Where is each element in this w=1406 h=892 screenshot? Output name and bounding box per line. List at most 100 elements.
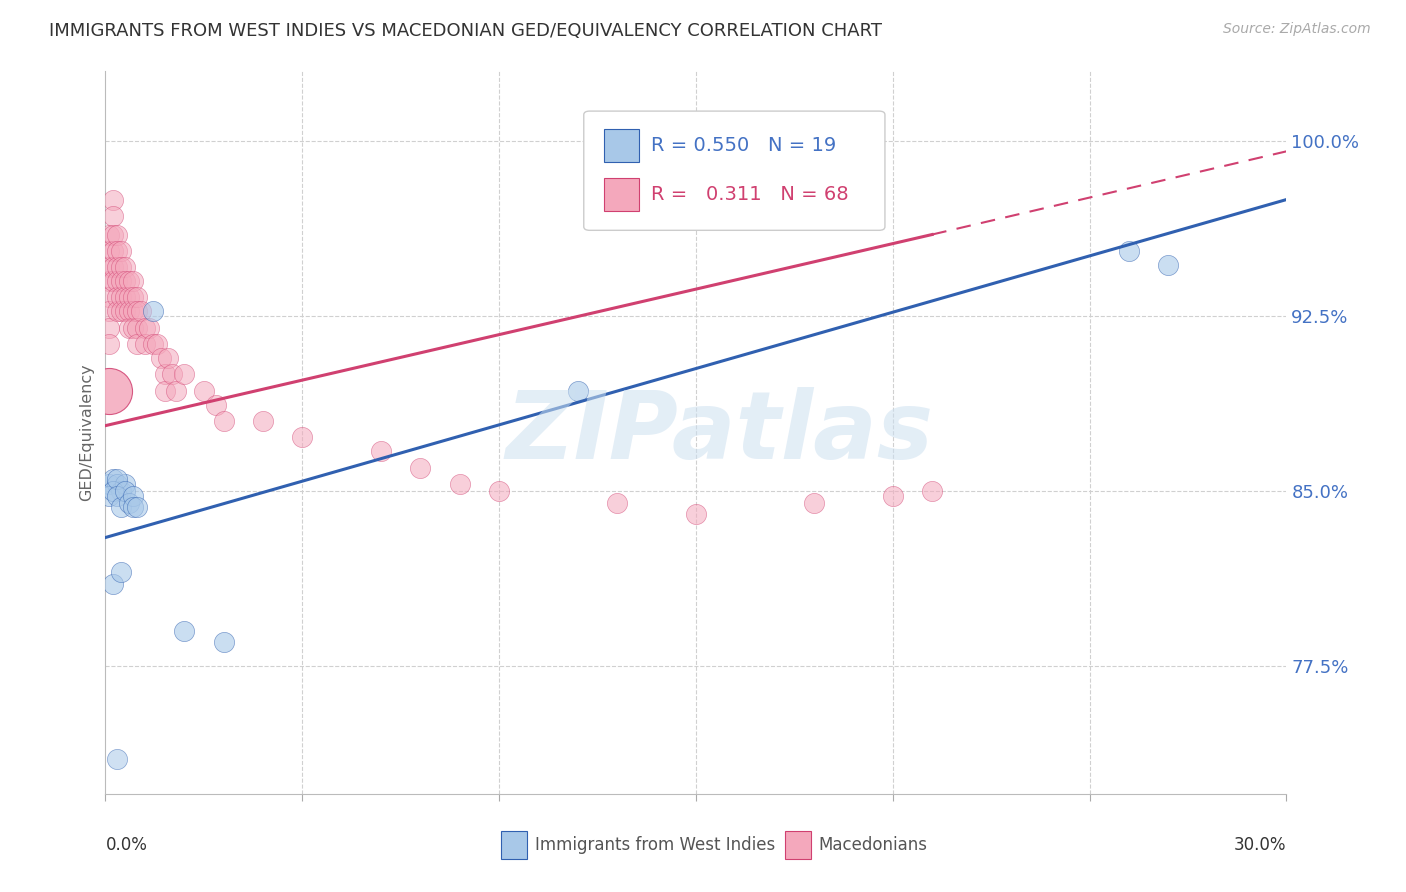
Point bbox=[370, 444, 392, 458]
Point bbox=[125, 304, 148, 318]
Point bbox=[212, 635, 235, 649]
Point bbox=[449, 476, 471, 491]
Point bbox=[103, 472, 125, 486]
Point bbox=[212, 414, 235, 428]
Point bbox=[110, 483, 132, 498]
Point bbox=[921, 483, 943, 498]
Point bbox=[125, 320, 148, 334]
Y-axis label: GED/Equivalency: GED/Equivalency bbox=[79, 364, 94, 501]
Point bbox=[125, 500, 148, 515]
Point bbox=[98, 304, 121, 318]
Point bbox=[103, 193, 125, 207]
Point bbox=[142, 304, 165, 318]
Text: Macedonians: Macedonians bbox=[818, 836, 928, 855]
Point bbox=[1118, 244, 1140, 258]
Point bbox=[118, 495, 141, 509]
Point bbox=[291, 430, 314, 444]
Text: ZIPatlas: ZIPatlas bbox=[506, 386, 934, 479]
Point bbox=[110, 566, 132, 580]
Point bbox=[98, 227, 121, 242]
FancyBboxPatch shape bbox=[583, 112, 884, 230]
Point bbox=[153, 384, 176, 398]
Point bbox=[118, 274, 141, 288]
Point bbox=[129, 304, 152, 318]
Point bbox=[122, 274, 145, 288]
Point bbox=[122, 304, 145, 318]
Point bbox=[105, 489, 128, 503]
Point bbox=[162, 368, 184, 382]
Point bbox=[173, 624, 195, 638]
Point bbox=[685, 507, 707, 521]
Point bbox=[105, 476, 128, 491]
Bar bbox=[501, 831, 527, 859]
Point bbox=[114, 483, 136, 498]
Point bbox=[134, 320, 156, 334]
Point bbox=[105, 274, 128, 288]
Point bbox=[98, 320, 121, 334]
Point bbox=[122, 290, 145, 304]
Point bbox=[105, 752, 128, 766]
Bar bbox=[603, 178, 640, 211]
Point bbox=[122, 489, 145, 503]
Point bbox=[114, 274, 136, 288]
Bar bbox=[785, 831, 810, 859]
Point bbox=[142, 337, 165, 351]
Point bbox=[105, 290, 128, 304]
Point bbox=[110, 304, 132, 318]
Point bbox=[110, 274, 132, 288]
Point bbox=[125, 337, 148, 351]
Point bbox=[98, 274, 121, 288]
Point bbox=[193, 384, 215, 398]
Point bbox=[118, 304, 141, 318]
Point bbox=[165, 384, 187, 398]
Point bbox=[1157, 258, 1180, 272]
Point bbox=[103, 209, 125, 223]
Point bbox=[103, 483, 125, 498]
Point bbox=[103, 274, 125, 288]
Text: 0.0%: 0.0% bbox=[105, 836, 148, 854]
Point bbox=[134, 337, 156, 351]
Point bbox=[149, 351, 172, 365]
Point bbox=[103, 227, 125, 242]
Point bbox=[105, 244, 128, 258]
Point bbox=[110, 290, 132, 304]
Point bbox=[125, 290, 148, 304]
Text: R =   0.311   N = 68: R = 0.311 N = 68 bbox=[651, 186, 849, 204]
Text: IMMIGRANTS FROM WEST INDIES VS MACEDONIAN GED/EQUIVALENCY CORRELATION CHART: IMMIGRANTS FROM WEST INDIES VS MACEDONIA… bbox=[49, 22, 882, 40]
Point bbox=[105, 227, 128, 242]
Point bbox=[145, 337, 167, 351]
Point bbox=[98, 244, 121, 258]
Point bbox=[118, 290, 141, 304]
Point bbox=[114, 260, 136, 274]
Point bbox=[105, 472, 128, 486]
Text: Immigrants from West Indies: Immigrants from West Indies bbox=[536, 836, 776, 855]
Point bbox=[122, 320, 145, 334]
Point bbox=[110, 500, 132, 515]
Point bbox=[98, 337, 121, 351]
Point bbox=[204, 398, 226, 412]
Point bbox=[110, 260, 132, 274]
Point bbox=[173, 368, 195, 382]
Point bbox=[882, 489, 904, 503]
Point bbox=[567, 384, 589, 398]
Point bbox=[103, 244, 125, 258]
Point bbox=[606, 495, 628, 509]
Point bbox=[98, 260, 121, 274]
Point bbox=[98, 868, 121, 882]
Point bbox=[138, 320, 160, 334]
Point bbox=[153, 368, 176, 382]
Point bbox=[114, 304, 136, 318]
Point bbox=[252, 414, 274, 428]
Point bbox=[114, 476, 136, 491]
Point bbox=[105, 304, 128, 318]
Bar bbox=[603, 129, 640, 161]
Point bbox=[98, 476, 121, 491]
Point bbox=[103, 577, 125, 591]
Point bbox=[122, 500, 145, 515]
Point bbox=[98, 489, 121, 503]
Point bbox=[157, 351, 180, 365]
Point bbox=[110, 244, 132, 258]
Point bbox=[803, 495, 825, 509]
Point bbox=[98, 290, 121, 304]
Text: R = 0.550   N = 19: R = 0.550 N = 19 bbox=[651, 136, 837, 155]
